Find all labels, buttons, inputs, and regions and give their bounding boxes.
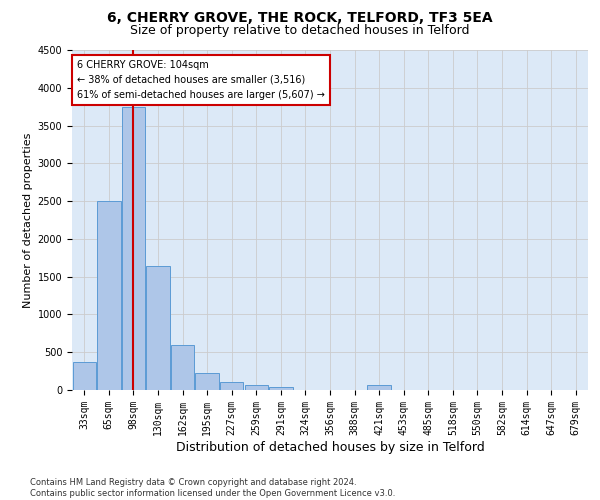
Text: 6 CHERRY GROVE: 104sqm
← 38% of detached houses are smaller (3,516)
61% of semi-: 6 CHERRY GROVE: 104sqm ← 38% of detached… bbox=[77, 60, 325, 100]
Text: Size of property relative to detached houses in Telford: Size of property relative to detached ho… bbox=[130, 24, 470, 37]
Y-axis label: Number of detached properties: Number of detached properties bbox=[23, 132, 34, 308]
Bar bbox=[73, 362, 96, 390]
Bar bbox=[171, 346, 194, 390]
X-axis label: Distribution of detached houses by size in Telford: Distribution of detached houses by size … bbox=[176, 440, 484, 454]
Bar bbox=[245, 386, 268, 390]
Text: 6, CHERRY GROVE, THE ROCK, TELFORD, TF3 5EA: 6, CHERRY GROVE, THE ROCK, TELFORD, TF3 … bbox=[107, 11, 493, 25]
Bar bbox=[220, 382, 244, 390]
Bar bbox=[97, 201, 121, 390]
Bar bbox=[122, 106, 145, 390]
Bar bbox=[196, 372, 219, 390]
Bar bbox=[367, 386, 391, 390]
Text: Contains HM Land Registry data © Crown copyright and database right 2024.
Contai: Contains HM Land Registry data © Crown c… bbox=[30, 478, 395, 498]
Bar bbox=[269, 387, 293, 390]
Bar bbox=[146, 266, 170, 390]
